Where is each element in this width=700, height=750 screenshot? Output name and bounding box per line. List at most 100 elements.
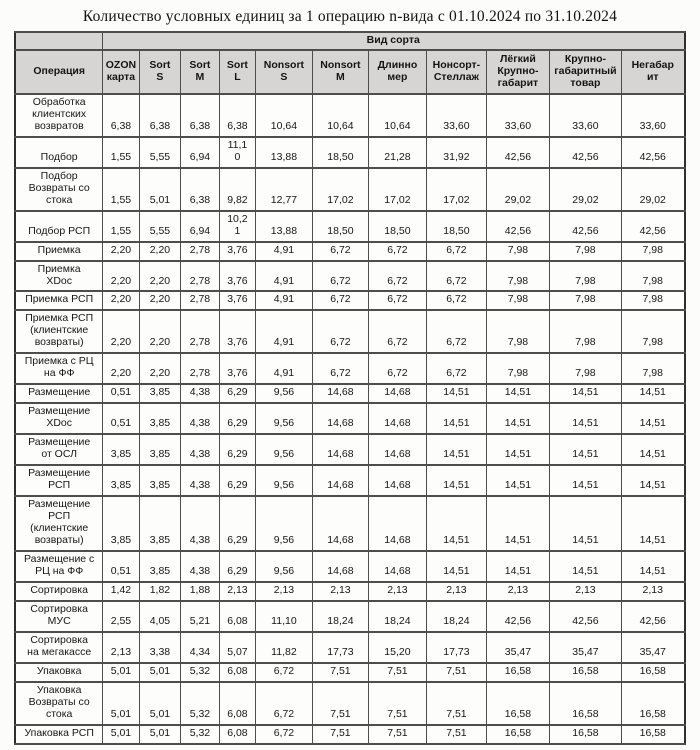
value-cell: 14,68 bbox=[311, 383, 369, 405]
value-cell: 4,38 bbox=[179, 549, 220, 583]
operation-cell: Размещение РСП bbox=[14, 464, 103, 498]
value-cell: 7,98 bbox=[620, 240, 686, 262]
value-cell: 5,01 bbox=[138, 166, 181, 212]
table-row: Подбор 1,55 5,55 6,94 11,1 0 13,88 18,50 21,28 3… bbox=[14, 135, 686, 169]
column-header-nonsort-m: Nonsort M bbox=[311, 48, 369, 95]
value-cell: 14,68 bbox=[311, 549, 369, 583]
value-cell: 7,98 bbox=[548, 352, 622, 386]
value-cell: 35,47 bbox=[548, 630, 622, 664]
value-cell: 16,58 bbox=[485, 680, 550, 726]
value-cell: 6,38 bbox=[101, 92, 140, 138]
table-row: Приемка с РЦ на ФФ 2,20 2,20 2,78 3,76 4,91 6,… bbox=[14, 352, 686, 386]
value-cell: 16,58 bbox=[548, 680, 622, 726]
operation-cell: Сортировка на мегакассе bbox=[14, 630, 103, 664]
operation-cell: Сортировка bbox=[14, 580, 103, 602]
value-cell: 18,50 bbox=[367, 209, 427, 243]
operation-cell: Приемка с РЦ на ФФ bbox=[14, 352, 103, 386]
operation-cell: Упаковка РСП bbox=[14, 723, 103, 745]
value-cell: 9,56 bbox=[254, 495, 313, 552]
value-cell: 14,51 bbox=[425, 464, 487, 498]
value-cell: 9,56 bbox=[254, 433, 313, 467]
value-cell: 31,92 bbox=[425, 135, 487, 169]
value-cell: 4,91 bbox=[254, 290, 313, 312]
value-cell: 6,72 bbox=[425, 290, 487, 312]
value-cell: 16,58 bbox=[620, 661, 686, 683]
value-cell: 2,20 bbox=[138, 352, 181, 386]
value-cell: 4,91 bbox=[254, 240, 313, 262]
value-cell: 14,68 bbox=[367, 433, 427, 467]
value-cell: 6,72 bbox=[425, 309, 487, 355]
value-cell: 6,72 bbox=[425, 259, 487, 293]
value-cell: 1,88 bbox=[179, 580, 220, 602]
value-cell: 42,56 bbox=[548, 135, 622, 169]
table-row: Сортировка МУС 2,55 4,05 5,21 6,08 11,10 18,24… bbox=[14, 599, 686, 633]
value-cell: 7,51 bbox=[311, 661, 369, 683]
value-cell: 6,72 bbox=[425, 352, 487, 386]
value-cell: 14,51 bbox=[620, 433, 686, 467]
operation-cell: Подбор bbox=[14, 135, 103, 169]
value-cell: 2,20 bbox=[101, 352, 140, 386]
value-cell: 2,13 bbox=[620, 580, 686, 602]
value-cell: 3,76 bbox=[218, 240, 256, 262]
value-cell: 4,38 bbox=[179, 495, 220, 552]
value-cell: 14,51 bbox=[485, 549, 550, 583]
value-cell: 2,78 bbox=[179, 240, 220, 262]
operation-cell: Приемка РСП bbox=[14, 290, 103, 312]
table-row: Сортировка на мегакассе 2,13 3,38 4,34 5,07 1… bbox=[14, 630, 686, 664]
operation-cell: Подбор РСП bbox=[14, 209, 103, 243]
value-cell: 3,76 bbox=[218, 259, 256, 293]
table-row: Упаковка РСП 5,01 5,01 5,32 6,08 6,72 7,51 7,51… bbox=[14, 723, 686, 745]
value-cell: 6,94 bbox=[179, 135, 220, 169]
table-row: Размещение РСП 3,85 3,85 4,38 6,29 9,56 14,68 1… bbox=[14, 464, 686, 498]
value-cell: 1,55 bbox=[101, 209, 140, 243]
value-cell: 17,73 bbox=[425, 630, 487, 664]
table-row: Размещение XDoc 0,51 3,85 4,38 6,29 9,56 14,68… bbox=[14, 402, 686, 436]
operation-cell: Приемка XDoc bbox=[14, 259, 103, 293]
column-header-krupnogabaritnyi-tovar: Крупно- габаритный товар bbox=[548, 48, 622, 95]
value-cell: 14,51 bbox=[425, 433, 487, 467]
value-cell: 18,24 bbox=[311, 599, 369, 633]
table-row: Подбор Возвраты со стока 1,55 5,01 6,38 9,82… bbox=[14, 166, 686, 212]
value-cell: 6,29 bbox=[218, 402, 256, 436]
value-cell: 6,72 bbox=[367, 259, 427, 293]
value-cell: 17,73 bbox=[311, 630, 369, 664]
value-cell: 6,72 bbox=[254, 680, 313, 726]
value-cell: 14,68 bbox=[367, 464, 427, 498]
value-cell: 3,76 bbox=[218, 309, 256, 355]
table-row: Сортировка 1,42 1,82 1,88 2,13 2,13 2,13 2,13 2,… bbox=[14, 580, 686, 602]
value-cell: 6,08 bbox=[218, 680, 256, 726]
value-cell: 6,72 bbox=[367, 352, 427, 386]
value-cell: 6,72 bbox=[367, 309, 427, 355]
value-cell: 33,60 bbox=[425, 92, 487, 138]
operation-cell: Размещение РСП (клиентские возвраты) bbox=[14, 495, 103, 552]
value-cell: 14,51 bbox=[548, 433, 622, 467]
value-cell: 5,01 bbox=[101, 680, 140, 726]
value-cell: 7,98 bbox=[485, 259, 550, 293]
value-cell: 5,32 bbox=[179, 680, 220, 726]
value-cell: 4,91 bbox=[254, 352, 313, 386]
value-cell: 12,77 bbox=[254, 166, 313, 212]
value-cell: 33,60 bbox=[620, 92, 686, 138]
value-cell: 6,72 bbox=[311, 352, 369, 386]
value-cell: 9,56 bbox=[254, 402, 313, 436]
value-cell: 6,72 bbox=[367, 240, 427, 262]
value-cell: 6,72 bbox=[311, 290, 369, 312]
value-cell: 13,88 bbox=[254, 135, 313, 169]
value-cell: 11,10 bbox=[254, 599, 313, 633]
value-cell: 21,28 bbox=[367, 135, 427, 169]
value-cell: 3,85 bbox=[138, 433, 181, 467]
value-cell: 16,58 bbox=[620, 723, 686, 745]
group-header-cell: Вид сорта bbox=[101, 31, 686, 51]
value-cell: 14,51 bbox=[425, 402, 487, 436]
value-cell: 6,38 bbox=[138, 92, 181, 138]
operation-cell: Приемка bbox=[14, 240, 103, 262]
table-row: Размещение от ОСЛ 3,85 3,85 4,38 6,29 9,56 14,… bbox=[14, 433, 686, 467]
value-cell: 7,51 bbox=[311, 680, 369, 726]
column-header-dlinnomer: Длинно мер bbox=[367, 48, 427, 95]
value-cell: 1,82 bbox=[138, 580, 181, 602]
table-row: Упаковка 5,01 5,01 5,32 6,08 6,72 7,51 7,51 7,51… bbox=[14, 661, 686, 683]
value-cell: 9,82 bbox=[218, 166, 256, 212]
value-cell: 33,60 bbox=[548, 92, 622, 138]
value-cell: 6,38 bbox=[179, 166, 220, 212]
group-header-row: Вид сорта bbox=[14, 31, 686, 51]
